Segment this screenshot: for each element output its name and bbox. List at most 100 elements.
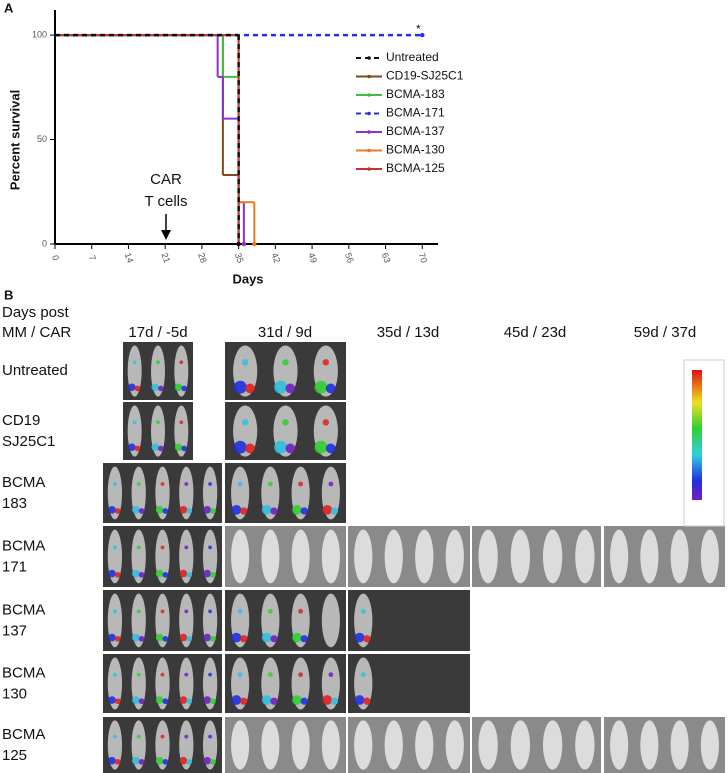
signal bbox=[174, 383, 183, 391]
y-tick-label: 0 bbox=[42, 238, 47, 248]
mouse bbox=[445, 720, 464, 770]
legend-label: BCMA-171 bbox=[386, 106, 445, 120]
x-tick-label: 14 bbox=[123, 251, 136, 264]
signal bbox=[231, 695, 242, 705]
signal bbox=[112, 609, 117, 614]
signal bbox=[162, 758, 169, 765]
signal bbox=[160, 734, 165, 739]
signal bbox=[132, 633, 140, 642]
row-label: 171 bbox=[2, 558, 27, 575]
end-point bbox=[236, 241, 241, 247]
signal bbox=[181, 445, 187, 452]
signal bbox=[203, 696, 212, 704]
row-label: 125 bbox=[2, 747, 27, 764]
signal bbox=[237, 481, 243, 487]
y-tick-label: 100 bbox=[32, 29, 47, 39]
signal bbox=[292, 695, 302, 705]
annotation: * bbox=[416, 22, 421, 36]
row-label: SJ25C1 bbox=[2, 433, 55, 450]
signal bbox=[179, 633, 188, 642]
signal bbox=[162, 698, 169, 705]
signal bbox=[241, 359, 249, 366]
signal bbox=[330, 507, 339, 515]
signal bbox=[208, 734, 213, 739]
signal bbox=[325, 443, 336, 454]
mouse bbox=[670, 720, 689, 770]
signal bbox=[210, 698, 216, 705]
mouse bbox=[510, 720, 531, 770]
signal bbox=[203, 633, 212, 642]
mouse bbox=[354, 529, 373, 584]
legend-label: Untreated bbox=[386, 50, 439, 64]
row-header: MM / CAR bbox=[2, 324, 71, 341]
legend-marker bbox=[367, 167, 371, 171]
signal bbox=[208, 482, 213, 486]
colorbar-box bbox=[683, 359, 725, 527]
mouse bbox=[542, 529, 563, 584]
signal bbox=[267, 608, 273, 614]
signal bbox=[112, 545, 117, 550]
x-tick-label: 42 bbox=[270, 251, 283, 264]
signal bbox=[108, 505, 116, 514]
mouse bbox=[231, 529, 250, 584]
legend-marker bbox=[367, 130, 371, 134]
legend-marker bbox=[367, 93, 371, 97]
signal bbox=[298, 481, 304, 487]
signal bbox=[160, 482, 165, 486]
mouse bbox=[670, 529, 689, 584]
mouse bbox=[510, 529, 531, 584]
signal bbox=[328, 481, 334, 487]
signal bbox=[245, 383, 255, 394]
column-header: 45d / 23d bbox=[504, 324, 567, 341]
row-label: BCMA bbox=[2, 601, 45, 618]
signal bbox=[203, 505, 212, 514]
signal bbox=[136, 609, 141, 614]
signal bbox=[322, 695, 333, 705]
signal bbox=[132, 360, 137, 365]
signal bbox=[267, 481, 273, 487]
signal bbox=[138, 571, 145, 578]
signal bbox=[237, 672, 243, 678]
signal bbox=[132, 756, 140, 765]
signal bbox=[160, 672, 165, 677]
signal bbox=[354, 695, 365, 705]
signal bbox=[208, 609, 213, 614]
signal bbox=[282, 359, 289, 366]
signal bbox=[322, 504, 333, 515]
signal bbox=[285, 383, 296, 394]
row-label: 137 bbox=[2, 622, 27, 639]
x-tick-label: 28 bbox=[196, 251, 209, 264]
row-label: 130 bbox=[2, 685, 27, 702]
signal bbox=[322, 419, 330, 426]
end-point bbox=[420, 32, 425, 38]
signal bbox=[261, 504, 272, 515]
legend-label: BCMA-137 bbox=[386, 124, 445, 138]
signal bbox=[292, 632, 302, 643]
mouse bbox=[575, 529, 595, 584]
signal bbox=[179, 696, 188, 704]
signal bbox=[233, 440, 247, 454]
signal bbox=[233, 380, 247, 394]
signal bbox=[181, 385, 187, 392]
signal bbox=[174, 443, 183, 451]
signal bbox=[325, 383, 336, 394]
signal bbox=[261, 695, 272, 705]
signal bbox=[267, 672, 273, 678]
mouse bbox=[700, 529, 719, 584]
mouse bbox=[542, 720, 563, 770]
legend-marker bbox=[367, 56, 371, 60]
column-header: 17d / -5d bbox=[128, 324, 187, 341]
signal bbox=[112, 482, 117, 486]
signal bbox=[298, 608, 304, 614]
signal bbox=[186, 635, 193, 642]
signal bbox=[156, 420, 160, 425]
mouse bbox=[291, 720, 310, 770]
x-axis-title: Days bbox=[232, 271, 263, 286]
signal bbox=[270, 697, 278, 705]
signal bbox=[108, 696, 116, 704]
signal bbox=[179, 569, 188, 578]
mouse bbox=[478, 720, 498, 770]
annotation: T cells bbox=[144, 193, 187, 210]
mouse bbox=[321, 720, 340, 770]
